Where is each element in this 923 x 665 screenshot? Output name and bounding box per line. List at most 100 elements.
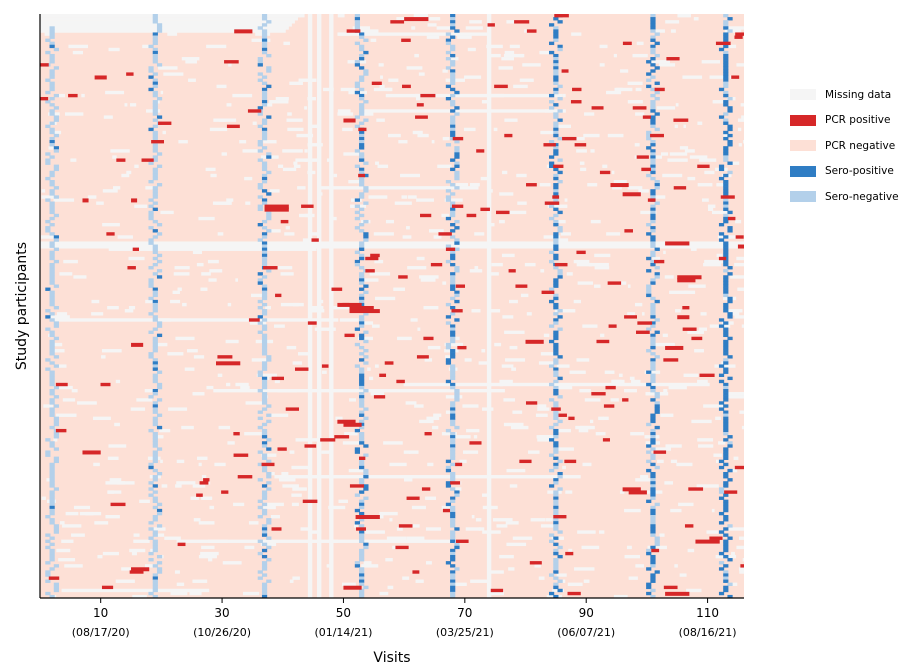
sero-negative-cell	[49, 173, 55, 178]
sero-negative-cell	[148, 278, 154, 282]
sero-negative-cell	[650, 158, 656, 162]
sero-negative-cell	[49, 407, 55, 411]
sero-negative-cell	[49, 496, 55, 500]
missing-cell	[520, 293, 529, 298]
sero-positive-cell	[646, 585, 652, 590]
missing-cell	[87, 195, 97, 199]
missing-cell	[664, 275, 674, 279]
pcr-positive-episode	[131, 342, 144, 347]
sero-positive-cell	[152, 484, 158, 488]
missing-cell	[486, 44, 503, 49]
sero-positive-cell	[650, 416, 656, 421]
sero-negative-cell	[152, 272, 158, 276]
missing-cell	[481, 100, 490, 104]
sero-negative-cell	[53, 336, 59, 341]
sero-positive-cell	[723, 545, 729, 550]
sero-negative-cell	[261, 530, 268, 534]
pcr-positive-cell	[452, 136, 464, 141]
sero-negative-cell	[53, 582, 59, 587]
sero-positive-cell	[445, 315, 452, 319]
sero-positive-cell	[553, 152, 559, 156]
sero-negative-cell	[261, 432, 268, 436]
sero-positive-cell	[549, 23, 555, 27]
sero-positive-cell	[723, 262, 729, 267]
sero-positive-cell	[359, 136, 365, 141]
missing-cell	[689, 155, 708, 159]
pcr-positive-cell	[233, 453, 249, 457]
missing-cell	[286, 475, 581, 479]
sero-negative-cell	[723, 385, 729, 390]
missing-cell	[411, 505, 426, 510]
missing-cell	[526, 312, 532, 316]
sero-negative-cell	[354, 14, 361, 18]
sero-positive-cell	[359, 247, 365, 251]
sero-negative-cell	[53, 259, 59, 264]
sero-negative-cell	[49, 542, 55, 547]
sero-negative-cell	[49, 183, 55, 187]
sero-positive-cell	[727, 266, 733, 270]
missing-cell	[245, 401, 264, 405]
sero-negative-cell	[152, 539, 158, 543]
sero-negative-cell	[266, 358, 272, 362]
pcr-positive-cell	[494, 84, 508, 89]
missing-cell	[295, 438, 309, 442]
sero-positive-cell	[266, 192, 272, 196]
sero-positive-cell	[266, 155, 272, 159]
sero-negative-cell	[261, 118, 268, 122]
pcr-positive-cell	[642, 115, 651, 119]
sero-negative-cell	[49, 109, 55, 113]
sero-positive-cell	[723, 121, 729, 125]
sero-negative-cell	[156, 164, 163, 168]
missing-cell	[730, 275, 744, 279]
sero-positive-cell	[354, 90, 361, 95]
sero-positive-cell	[553, 281, 559, 285]
sero-negative-cell	[359, 539, 365, 543]
missing-cell	[734, 262, 744, 267]
sero-negative-cell	[646, 422, 652, 427]
missing-cell	[400, 173, 420, 178]
pcr-positive-cell	[358, 127, 367, 132]
sero-negative-cell	[553, 293, 559, 298]
missing-cell	[370, 38, 377, 42]
sero-negative-cell	[450, 410, 456, 414]
missing-cell	[398, 140, 408, 144]
sero-negative-cell	[148, 527, 154, 531]
sero-negative-cell	[553, 576, 559, 580]
missing-cell	[178, 140, 188, 144]
sero-negative-cell	[148, 591, 154, 596]
missing-cell	[177, 287, 182, 291]
sero-positive-cell	[723, 333, 729, 338]
sero-negative-cell	[359, 370, 365, 374]
sero-negative-cell	[53, 487, 59, 491]
missing-cell	[507, 210, 527, 215]
sero-positive-cell	[646, 72, 652, 76]
sero-negative-cell	[445, 195, 452, 199]
pcr-positive-cell	[455, 539, 469, 543]
sero-negative-cell	[445, 428, 452, 433]
sero-negative-cell	[261, 130, 268, 135]
missing-cell	[70, 158, 77, 162]
sero-negative-cell	[49, 302, 55, 307]
missing-cell	[406, 536, 425, 540]
missing-cell	[124, 103, 128, 107]
missing-cell	[208, 278, 217, 282]
sero-negative-cell	[257, 388, 263, 393]
pcr-positive-cell	[599, 170, 611, 175]
sero-negative-cell	[152, 594, 158, 598]
sero-negative-cell	[156, 511, 163, 516]
sero-negative-cell	[257, 278, 263, 282]
sero-negative-cell	[557, 272, 563, 276]
sero-negative-cell	[148, 213, 154, 218]
missing-cell	[607, 133, 624, 138]
sero-negative-cell	[261, 564, 268, 568]
sero-negative-cell	[152, 582, 158, 587]
sero-positive-cell	[445, 468, 452, 473]
missing-cell	[660, 152, 669, 156]
missing-cell	[56, 548, 71, 553]
missing-cell	[684, 149, 695, 153]
missing-cell	[59, 521, 65, 525]
sero-negative-cell	[454, 542, 460, 547]
sero-positive-cell	[553, 296, 559, 301]
sero-negative-cell	[650, 75, 656, 79]
missing-cell	[227, 441, 235, 445]
